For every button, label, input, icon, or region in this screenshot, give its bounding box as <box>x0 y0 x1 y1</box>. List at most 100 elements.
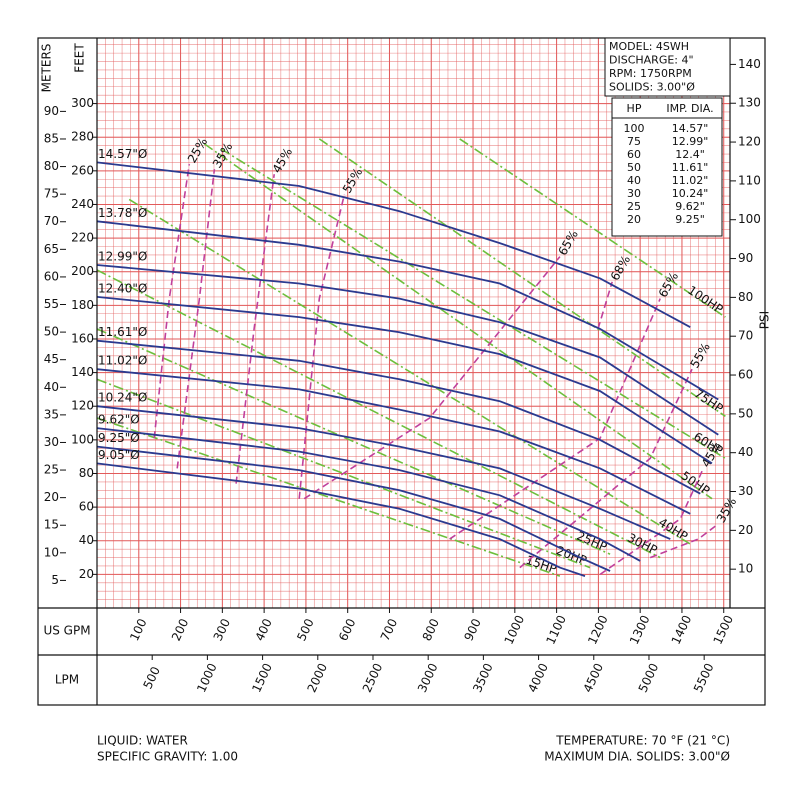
impeller-label: 10.24"Ø <box>98 391 147 405</box>
psi-title: PSI <box>758 311 772 329</box>
feet-title: FEET <box>73 43 87 73</box>
efficiency-line <box>597 281 613 330</box>
y-tick-label: 280 <box>71 130 94 144</box>
footer-note: SPECIFIC GRAVITY: 1.00 <box>97 750 238 764</box>
hp-line <box>96 417 561 577</box>
table-cell: 11.02" <box>672 174 709 187</box>
psi-tick-label: 140 <box>738 57 761 71</box>
meters-tick-label: 15 <box>44 518 59 532</box>
meters-tick-label: 45 <box>44 352 59 366</box>
table-cell: 9.62" <box>675 200 705 213</box>
impeller-curve <box>96 368 691 515</box>
hp-line <box>96 328 611 555</box>
table-cell: 75 <box>627 135 641 148</box>
meters-tick-label: 20 <box>44 490 59 504</box>
psi-tick-label: 20 <box>738 523 753 537</box>
info-line: SOLIDS: 3.00"Ø <box>609 81 695 94</box>
impeller-curve <box>96 462 586 577</box>
efficiency-line <box>519 368 693 569</box>
meters-tick-label: 5 <box>51 573 59 587</box>
impeller-curve <box>96 264 719 436</box>
y-tick-label: 140 <box>71 365 94 379</box>
meters-tick-label: 60 <box>44 269 59 283</box>
efficiency-line <box>449 298 661 540</box>
info-line: MODEL: 4SWH <box>609 40 689 53</box>
impeller-label: 9.05"Ø <box>98 448 140 462</box>
efficiency-line <box>649 523 719 559</box>
lpm-title: LPM <box>55 673 79 687</box>
psi-tick-label: 120 <box>738 135 761 149</box>
footer: LIQUID: WATER SPECIFIC GRAVITY: 1.00 TEMPE… <box>97 734 730 764</box>
impeller-label: 11.61"Ø <box>98 325 147 339</box>
psi-tick-label: 90 <box>738 251 753 265</box>
table-cell: 30 <box>627 187 641 200</box>
y-tick-label: 20 <box>79 567 94 581</box>
table-cell: 9.25" <box>675 213 705 226</box>
y-tick-label: 100 <box>71 432 94 446</box>
meters-tick-label: 10 <box>44 545 59 559</box>
impeller-label: 9.62"Ø <box>98 413 140 427</box>
psi-tick-label: 80 <box>738 290 753 304</box>
footer-note: TEMPERATURE: 70 °F (21 °C) <box>555 734 730 748</box>
hp-line <box>318 138 726 417</box>
efficiency-line <box>235 174 275 484</box>
efficiency-line <box>176 169 216 469</box>
psi-tick-label: 10 <box>738 562 753 576</box>
efficiency-line <box>599 468 705 576</box>
impeller-label: 9.25"Ø <box>98 431 140 445</box>
hp-line <box>459 138 726 318</box>
impeller-label: 12.40"Ø <box>98 281 147 295</box>
meters-tick-label: 35 <box>44 407 59 421</box>
psi-tick-label: 110 <box>738 173 761 187</box>
meters-tick-label: 55 <box>44 297 59 311</box>
meters-title: METERS <box>40 44 54 93</box>
table-cell: 40 <box>627 174 641 187</box>
impeller-label: 11.02"Ø <box>98 354 147 368</box>
y-tick-label: 80 <box>79 466 94 480</box>
y-tick-label: 260 <box>71 163 94 177</box>
psi-tick-label: 60 <box>738 368 753 382</box>
impeller-curve <box>96 405 671 540</box>
frame <box>37 37 766 706</box>
meters-tick-label: 80 <box>44 159 59 173</box>
y-tick-label: 160 <box>71 331 94 345</box>
meters-tick-label: 85 <box>44 131 59 145</box>
impeller-curve <box>96 427 641 562</box>
meters-tick-label: 70 <box>44 214 59 228</box>
y-tick-label: 300 <box>71 96 94 110</box>
hp-line <box>96 269 661 559</box>
impeller-curve <box>96 445 611 572</box>
info-box-frame <box>604 37 731 97</box>
table-cell: 12.4" <box>675 148 705 161</box>
hp-line <box>203 143 713 500</box>
table-cell: 11.61" <box>672 161 709 174</box>
y-tick-label: 60 <box>79 500 94 514</box>
impeller-label: 14.57"Ø <box>98 147 147 161</box>
table-cell: 100 <box>624 122 645 135</box>
meters-tick-label: 50 <box>44 325 59 339</box>
footer-note: LIQUID: WATER <box>97 734 188 748</box>
table-cell: 14.57" <box>672 122 709 135</box>
efficiency-line <box>298 194 346 499</box>
y-tick-label: 120 <box>71 399 94 413</box>
impeller-label: 13.78"Ø <box>98 206 147 220</box>
psi-tick-label: 50 <box>738 406 753 420</box>
info-line: DISCHARGE: 4" <box>609 54 694 67</box>
hp-line <box>96 378 591 569</box>
psi-tick-label: 100 <box>738 212 761 226</box>
outer-frame <box>37 37 766 706</box>
y-tick-label: 40 <box>79 533 94 547</box>
table-cell: 12.99" <box>672 135 709 148</box>
psi-tick-label: 30 <box>738 484 753 498</box>
table-header: IMP. DIA. <box>666 102 713 115</box>
table-cell: 20 <box>627 213 641 226</box>
meters-tick-label: 30 <box>44 435 59 449</box>
hp-table-frame <box>611 97 723 237</box>
info-line: RPM: 1750RPM <box>609 67 692 80</box>
hp-line <box>128 198 691 545</box>
impeller-curve <box>96 296 713 465</box>
meters-tick-label: 75 <box>44 187 59 201</box>
efficiency-line <box>303 256 561 500</box>
